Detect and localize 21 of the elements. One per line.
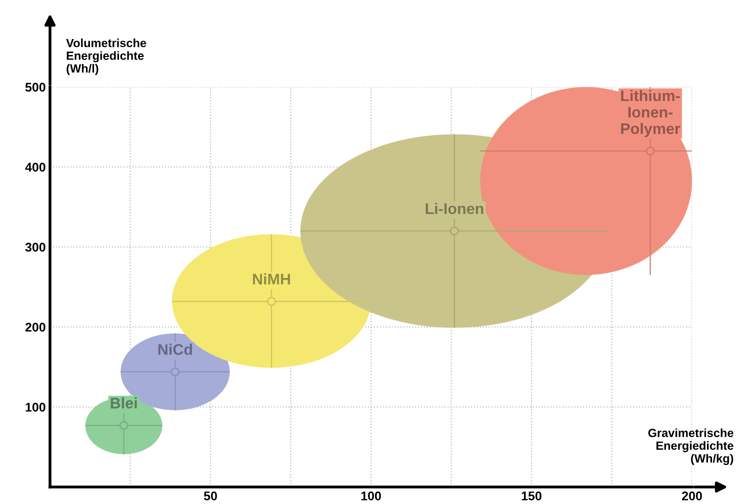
point [170, 367, 180, 376]
x-tick-label: 50 [204, 491, 217, 500]
series-label: NiMH [252, 273, 290, 284]
y-tick-label: 400 [25, 162, 46, 172]
point [450, 226, 459, 236]
series-label: Li-Ionen [426, 202, 484, 214]
series-label: Lithium- Ionen- Polymer [621, 90, 680, 138]
y-tick-label: 300 [25, 242, 46, 252]
point [646, 146, 655, 156]
point [266, 296, 276, 306]
series-label: Blei [110, 397, 137, 408]
x-tick-label: 100 [361, 491, 381, 500]
y-tick-label: 500 [25, 82, 46, 92]
series-label: NiCd [158, 344, 192, 355]
x-tick-label: 200 [682, 491, 702, 500]
point [119, 420, 128, 430]
y-tick-label: 200 [25, 322, 46, 332]
x-tick-label: 150 [522, 491, 542, 500]
y-axis-title: Volumetrische Energiedichte (Wh/l) [66, 38, 146, 75]
y-tick-label: 100 [26, 402, 46, 412]
x-axis-title: Gravimetrische Energiedichte (Wh/kg) [648, 428, 734, 465]
